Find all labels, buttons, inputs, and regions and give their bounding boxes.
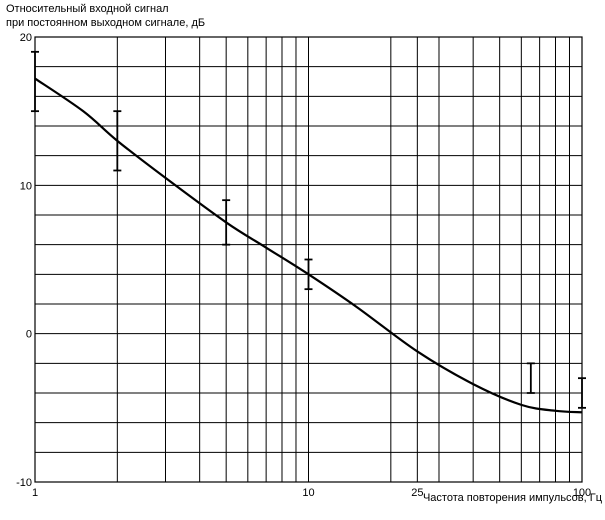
y-tick-label: 10: [20, 180, 32, 192]
x-tick-label: 25: [411, 487, 423, 499]
y-axis-label-line-1: Относительный входной сигнал: [6, 3, 169, 15]
y-tick-label: -10: [16, 477, 32, 489]
x-tick-label: 100: [573, 487, 591, 499]
y-tick-label: 0: [26, 329, 32, 341]
x-tick-label: 1: [32, 487, 38, 499]
y-tick-label: 20: [20, 32, 32, 44]
plot-frame: [34, 36, 583, 483]
x-axis-label: Частота повторения импульсов, Гц: [422, 492, 602, 504]
x-tick-label: 10: [302, 487, 314, 499]
y-axis-label-line-2: при постоянном выходном сигнале, дБ: [6, 17, 206, 29]
